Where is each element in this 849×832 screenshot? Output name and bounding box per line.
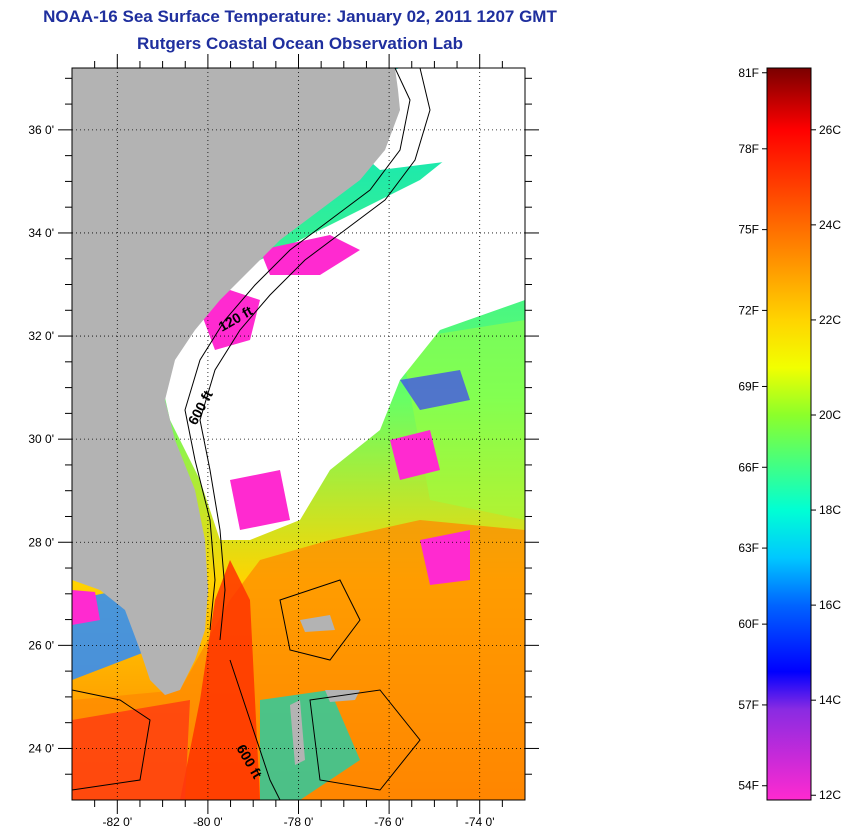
cold-patch (72, 590, 100, 625)
bahamas-shallow (260, 690, 360, 800)
colorbar-f-label: 57F (738, 698, 759, 712)
colorbar-c-label: 16C (819, 598, 841, 612)
gulf-contour (72, 689, 151, 791)
us-land (72, 68, 400, 695)
cold-patch (260, 235, 360, 275)
map-title: NOAA-16 Sea Surface Temperature: January… (43, 7, 557, 26)
map-subtitle: Rutgers Coastal Ocean Observation Lab (137, 34, 463, 53)
cold-patch (420, 530, 470, 585)
lon-tick-label: -80 0' (193, 815, 223, 829)
lat-tick-label: 36 0' (28, 123, 54, 137)
gulf-warm-water (72, 700, 190, 800)
bank-contour (309, 689, 421, 791)
colorbar-f-label: 54F (738, 779, 759, 793)
colorbar-gradient (766, 67, 812, 801)
map-image (72, 68, 525, 800)
colorbar-c-label: 20C (819, 408, 841, 422)
gulf-stream-core (180, 560, 260, 800)
colorbar-c-label: 24C (819, 218, 841, 232)
colorbar-f-label: 72F (738, 303, 759, 317)
lat-tick-label: 24 0' (28, 741, 54, 755)
cloud-mask (150, 120, 525, 540)
colorbar-c-label: 18C (819, 503, 841, 517)
bahamas-island (300, 615, 335, 632)
colorbar-c-label: 12C (819, 788, 841, 802)
colorbar-f-label: 66F (738, 460, 759, 474)
lat-tick-label: 32 0' (28, 329, 54, 343)
colorbar-f-label: 60F (738, 617, 759, 631)
lon-tick-label: -76 0' (374, 815, 404, 829)
lon-tick-label: -82 0' (102, 815, 132, 829)
colorbar-labels: 81F 78F 75F 72F 69F 66F 63F 60F 57F 54F 26C 24C 22C 2… (738, 66, 841, 802)
colorbar-f-label: 63F (738, 541, 759, 555)
lat-tick-label: 34 0' (28, 226, 54, 240)
colorbar-f-label: 69F (738, 379, 759, 393)
colorbar-c-label: 22C (819, 313, 841, 327)
cool-patch (400, 370, 470, 410)
colorbar-c-label: 14C (819, 693, 841, 707)
colorbar-c-label: 26C (819, 123, 841, 137)
colorbar-f-label: 81F (738, 66, 759, 80)
lon-tick-label: -74 0' (465, 815, 495, 829)
bahamas-island (325, 690, 360, 702)
cold-patch (230, 470, 290, 530)
depth-contour-600-south (229, 659, 281, 800)
lat-tick-label: 26 0' (28, 638, 54, 652)
colorbar-f-label: 75F (738, 223, 759, 237)
lat-tick-label: 28 0' (28, 535, 54, 549)
map-axes: 36 0' 34 0' 32 0' 30 0' 28 0' 26 0' 24 0' -82 0… (28, 54, 539, 829)
bahamas-island (290, 700, 305, 765)
bank-contour (279, 579, 361, 661)
lat-tick-label: 30 0' (28, 432, 54, 446)
depth-contour-600 (199, 68, 431, 641)
lon-tick-label: -78 0' (284, 815, 314, 829)
depth-contour-120 (184, 68, 411, 631)
colorbar-f-label: 78F (738, 142, 759, 156)
cold-patch (390, 430, 440, 480)
